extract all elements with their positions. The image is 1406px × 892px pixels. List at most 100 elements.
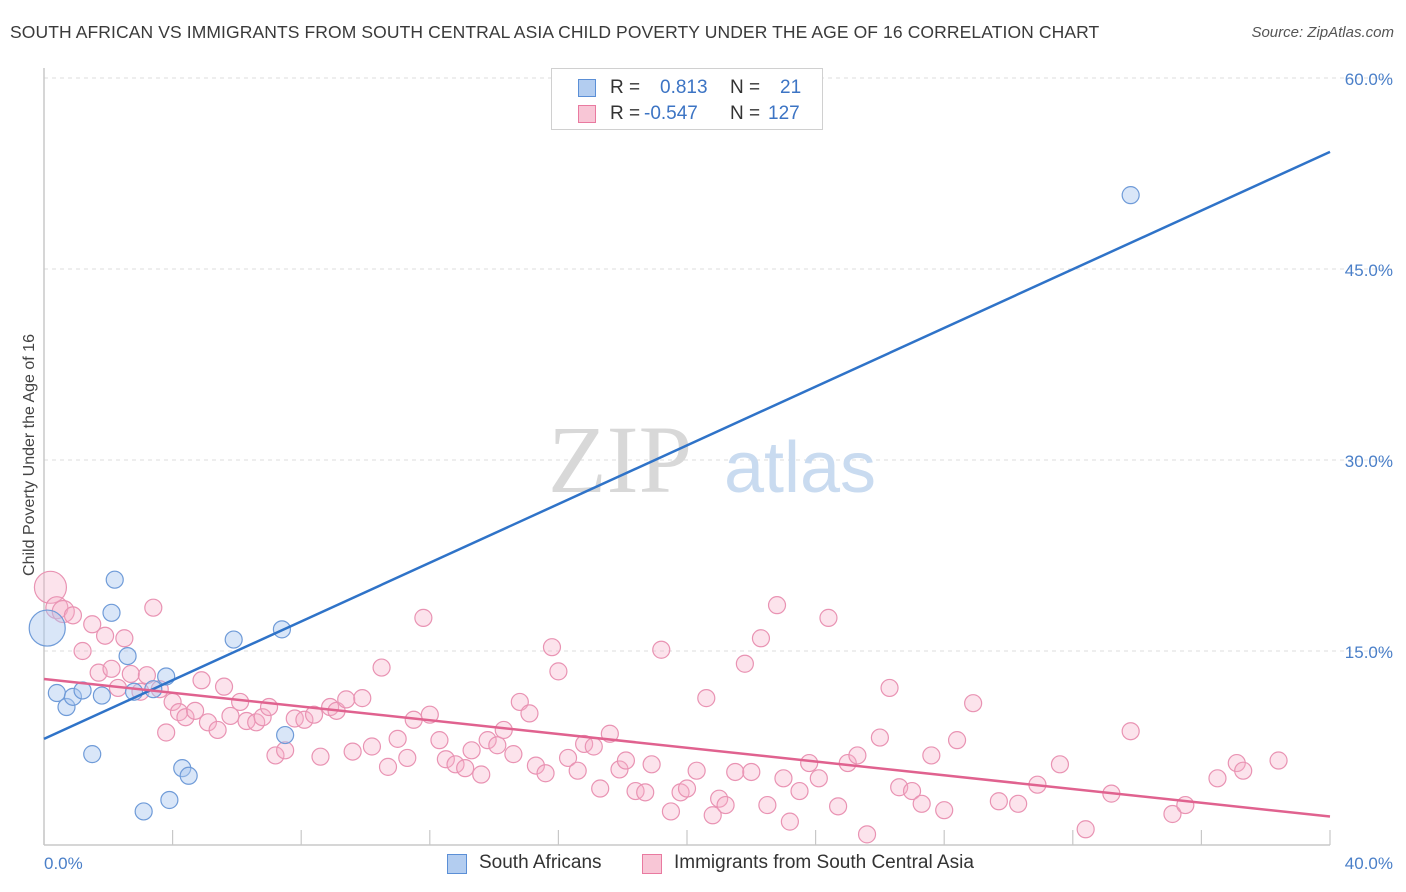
- immigrants-point: [661, 802, 681, 821]
- immigrants-point: [636, 783, 655, 802]
- immigrants-point: [414, 608, 433, 627]
- immigrants-point: [372, 658, 391, 677]
- south-africans-point: [160, 790, 179, 810]
- immigrants-point: [276, 741, 295, 760]
- immigrants-point: [989, 792, 1008, 811]
- legend-r-label: R =: [610, 77, 641, 98]
- immigrants-point: [378, 757, 398, 776]
- legend-r-value: -0.547: [644, 103, 698, 124]
- immigrants-point: [568, 761, 587, 780]
- immigrants-point: [1227, 753, 1246, 773]
- immigrants-point: [735, 654, 754, 673]
- immigrants-point: [221, 706, 240, 726]
- immigrants-point: [304, 705, 324, 724]
- immigrants-point: [774, 769, 793, 788]
- immigrants-point: [430, 731, 449, 750]
- immigrants-point: [121, 664, 140, 684]
- immigrants-point: [536, 764, 555, 783]
- immigrants-point: [115, 629, 134, 648]
- legend-n-value: 21: [780, 77, 802, 98]
- legend-swatch-blue: [578, 79, 596, 97]
- immigrants-point: [829, 797, 848, 816]
- stats-legend: R = 0.813 N = 21 R = -0.547 N = 127: [551, 68, 823, 130]
- immigrants-point: [935, 801, 954, 820]
- south-africans-point: [224, 630, 243, 649]
- axes: [43, 68, 1331, 846]
- south-africans-point: [134, 802, 153, 821]
- immigrants-point: [549, 662, 568, 681]
- immigrants-point: [758, 795, 777, 815]
- immigrants-point: [436, 750, 455, 769]
- immigrants-point: [63, 606, 83, 625]
- immigrants-point: [295, 710, 314, 729]
- immigrants-point: [157, 723, 176, 742]
- legend-n-value: 127: [768, 103, 800, 124]
- immigrants-point: [388, 729, 407, 748]
- south-africans-point: [57, 697, 76, 717]
- immigrants-point: [337, 690, 356, 709]
- immigrants-point: [726, 762, 745, 782]
- immigrants-point: [311, 747, 330, 766]
- south-africans-point: [28, 609, 66, 647]
- y-axis-label: Child Poverty Under the Age of 16: [21, 334, 38, 576]
- immigrants-trend-line: [43, 677, 1331, 818]
- south-africans-point: [276, 725, 295, 745]
- immigrants-point: [1076, 820, 1095, 839]
- immigrants-point: [880, 678, 899, 698]
- watermark-atlas: atlas: [724, 428, 876, 508]
- immigrants-point: [176, 708, 195, 727]
- immigrants-point: [488, 736, 507, 755]
- immigrants-point: [208, 720, 227, 740]
- immigrants-point: [95, 626, 115, 645]
- immigrants-point: [800, 753, 819, 773]
- legend-swatch-pink: [578, 105, 596, 123]
- immigrants-point: [73, 641, 92, 661]
- immigrants-point: [144, 598, 163, 617]
- immigrants-point: [231, 692, 250, 712]
- legend-r-value: 0.813: [660, 77, 708, 98]
- immigrants-point: [253, 708, 272, 727]
- immigrants-point: [848, 746, 867, 765]
- y-tick-label: 60.0%: [1345, 70, 1393, 89]
- immigrants-point: [703, 806, 722, 825]
- immigrants-point: [677, 779, 697, 798]
- y-tick-label: 15.0%: [1345, 643, 1393, 662]
- immigrants-point: [742, 762, 761, 782]
- immigrants-point: [526, 756, 545, 775]
- immigrants-point: [1176, 795, 1195, 815]
- immigrants-point: [616, 751, 636, 770]
- immigrants-point: [456, 759, 475, 778]
- immigrants-point: [947, 731, 967, 750]
- immigrants-point: [870, 728, 890, 747]
- immigrants-point: [1269, 751, 1288, 770]
- immigrants-point: [902, 781, 922, 801]
- immigrants-points: [33, 570, 1288, 844]
- south-africans-point: [118, 646, 137, 666]
- trend-lines: [43, 150, 1331, 818]
- immigrants-point: [198, 713, 218, 732]
- south-africans-point: [1121, 186, 1140, 205]
- immigrants-point: [33, 570, 68, 604]
- south-africans-point: [63, 687, 83, 706]
- legend-swatch-pink: [642, 854, 662, 874]
- immigrants-point: [652, 640, 671, 659]
- immigrants-point: [504, 745, 523, 764]
- immigrants-point: [912, 794, 931, 813]
- grid-lines: [44, 77, 1392, 652]
- south-africans-point: [83, 745, 102, 764]
- immigrants-point: [353, 689, 372, 708]
- immigrants-point: [1234, 761, 1253, 780]
- immigrants-point: [520, 704, 539, 723]
- immigrants-point: [462, 741, 481, 760]
- south-africans-point: [92, 686, 111, 705]
- immigrants-point: [102, 659, 121, 678]
- y-tick-label: 45.0%: [1345, 261, 1393, 280]
- legend-label: South Africans: [479, 852, 602, 873]
- immigrants-point: [857, 825, 877, 844]
- chart-title: SOUTH AFRICAN VS IMMIGRANTS FROM SOUTH C…: [10, 22, 1100, 42]
- immigrants-point: [790, 781, 809, 801]
- immigrants-point: [687, 761, 706, 780]
- immigrants-point: [266, 746, 285, 765]
- x-tick-label: 0.0%: [44, 854, 83, 873]
